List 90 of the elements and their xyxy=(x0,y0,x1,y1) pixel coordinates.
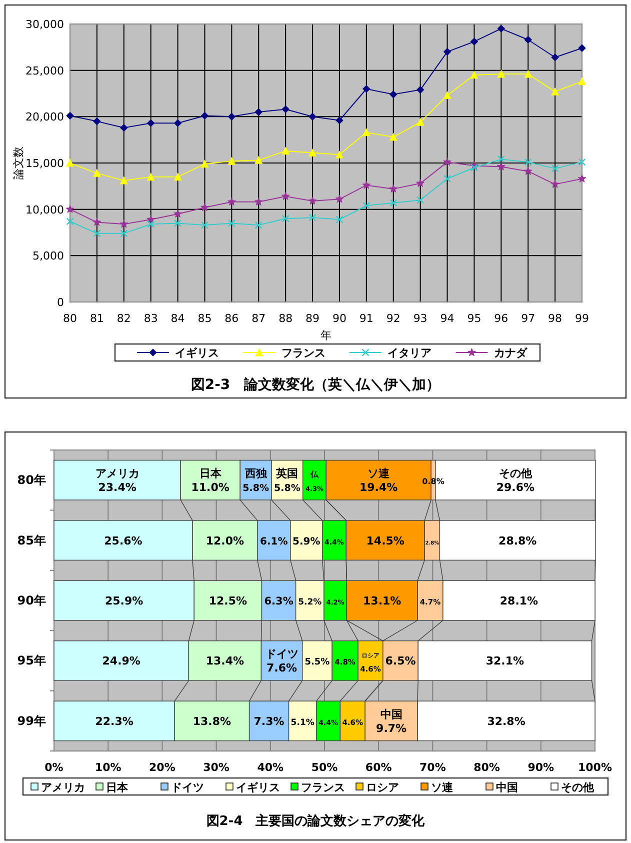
y-tick-label: 20,000 xyxy=(26,110,64,124)
data-label: 32.8% xyxy=(487,714,526,728)
data-label: 5.5% xyxy=(304,658,330,668)
y-tick-label: 0 xyxy=(57,296,64,309)
data-label: 24.9% xyxy=(102,654,140,668)
x-tick-label: 85 xyxy=(198,312,212,325)
data-label: 西独 5.8% xyxy=(242,467,270,494)
x-tick-label: 84 xyxy=(170,312,185,325)
data-label: 25.9% xyxy=(104,594,144,608)
x-tick-label: 97 xyxy=(521,312,536,325)
data-label: 13.8% xyxy=(192,714,232,728)
legend-label: ドイツ xyxy=(171,781,204,794)
data-label: 5.2% xyxy=(298,598,322,608)
data-label: 32.1% xyxy=(486,654,524,668)
x-tick-label: 94 xyxy=(440,312,454,325)
x-tick-label: 70% xyxy=(420,761,446,774)
y-tick-label: 30,000 xyxy=(26,18,64,31)
x-tick-label: 93 xyxy=(413,312,428,325)
data-label: アメリカ 23.4% xyxy=(95,467,140,494)
text: 図2-3 論文数変化（英＼仏＼伊＼加） xyxy=(190,376,440,393)
x-tick-label: 100% xyxy=(578,761,612,774)
x-tick-label: 89 xyxy=(306,312,320,325)
x-tick-label: 96 xyxy=(494,312,508,325)
legend-label: イタリア xyxy=(388,346,432,360)
x-tick-label: 40% xyxy=(257,761,284,774)
data-label: 28.8% xyxy=(498,534,537,548)
data-label: 13.4% xyxy=(206,654,244,668)
y-tick-label: 80年 xyxy=(17,473,46,488)
y-tick-label: 10,000 xyxy=(26,203,64,216)
data-label: その他 29.6% xyxy=(496,467,535,494)
legend-label: 中国 xyxy=(496,781,518,794)
y-axis-title: 論文数 xyxy=(12,146,25,180)
x-tick-label: 81 xyxy=(90,312,104,325)
x-tick-label: 60% xyxy=(365,761,392,774)
x-tick-label: 90 xyxy=(332,312,346,325)
data-label: 5.9% xyxy=(292,536,320,548)
x-tick-label: 80 xyxy=(63,312,77,325)
x-tick-label: 90% xyxy=(528,761,554,774)
legend-label: イギリス xyxy=(175,346,219,360)
y-tick-label: 25,000 xyxy=(26,64,64,78)
data-label: 13.1% xyxy=(363,594,402,608)
text: 図2-4 主要国の論文数シェアの変化 xyxy=(206,813,426,829)
x-tick-label: 88 xyxy=(278,312,293,325)
x-tick-label: 86 xyxy=(224,312,239,325)
x-tick-label: 80% xyxy=(474,761,500,774)
data-label: 12.0% xyxy=(206,534,244,548)
data-label: 14.5% xyxy=(366,534,404,548)
x-tick-label: 30% xyxy=(203,761,230,774)
y-tick-label: 5,000 xyxy=(32,250,64,263)
data-label: ドイツ 7.6% xyxy=(265,648,298,675)
y-tick-label: 15,000 xyxy=(26,157,64,170)
x-tick-label: 91 xyxy=(359,312,374,325)
legend-label: ソ連 xyxy=(431,781,454,794)
x-tick-label: 82 xyxy=(116,312,131,325)
data-label: 英国 5.8% xyxy=(274,467,301,494)
x-tick-label: 20% xyxy=(149,761,176,774)
legend-label: ロシア xyxy=(366,781,399,794)
data-label: 5.1% xyxy=(290,718,315,728)
y-tick-label: 99年 xyxy=(17,714,46,728)
data-label: 7.3% xyxy=(254,714,284,728)
legend-label: 日本 xyxy=(106,781,129,794)
data-label: 12.5% xyxy=(208,594,248,608)
x-tick-label: 10% xyxy=(94,761,122,774)
x-tick-label: 0% xyxy=(44,761,64,774)
data-label: 中国 9.7% xyxy=(376,708,407,735)
x-tick-label: 83 xyxy=(144,312,158,325)
x-tick-label: 50% xyxy=(311,761,338,774)
data-label: 22.3% xyxy=(95,714,134,728)
legend-label: カナダ xyxy=(494,346,528,360)
x-tick-label: 98 xyxy=(548,312,562,325)
y-tick-label: 90年 xyxy=(17,594,46,608)
legend-label: アメリカ xyxy=(41,781,85,794)
y-tick-label: 85年 xyxy=(17,533,46,548)
legend-label: フランス xyxy=(301,781,345,794)
data-label: 6.3% xyxy=(264,596,294,608)
data-label: 28.1% xyxy=(500,594,538,608)
data-label: 6.1% xyxy=(260,536,288,548)
data-label: 6.5% xyxy=(385,654,416,668)
data-label: ソ連 19.4% xyxy=(360,467,398,494)
data-label: 25.6% xyxy=(104,534,142,548)
legend-label: イギリス xyxy=(236,781,280,794)
x-tick-label: 92 xyxy=(386,312,400,325)
x-tick-label: 95 xyxy=(467,312,482,325)
legend-label: その他 xyxy=(561,781,595,794)
legend-label: フランス xyxy=(281,346,326,360)
x-axis-title: 年 xyxy=(320,329,332,342)
y-tick-label: 95年 xyxy=(17,654,46,668)
x-tick-label: 87 xyxy=(252,312,266,325)
data-label: 日本 11.0% xyxy=(191,467,230,494)
x-tick-label: 99 xyxy=(575,312,589,325)
